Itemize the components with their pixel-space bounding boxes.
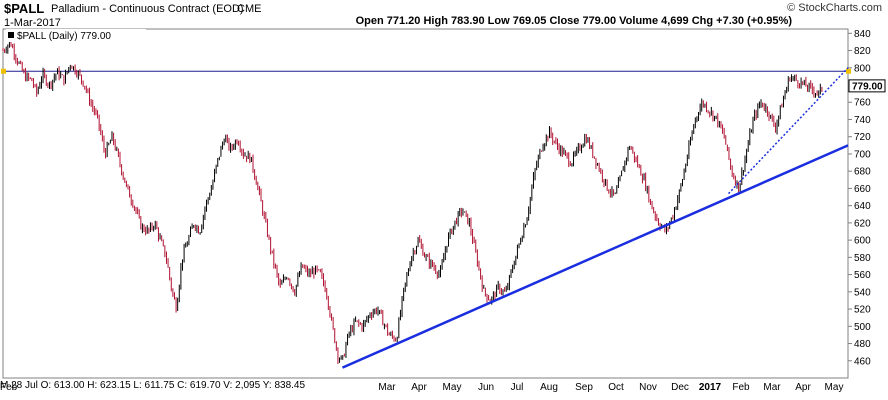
last-value-label: 779.00 (852, 81, 883, 92)
quote-low: Low 769.05 (487, 15, 547, 27)
y-tick-label: 820 (854, 46, 871, 57)
support-trendline (341, 144, 849, 369)
x-tick-label: Mar (763, 382, 781, 393)
level-marker-right (846, 68, 851, 74)
x-tick-label: 2017 (699, 382, 722, 393)
y-tick-label: 560 (854, 270, 871, 281)
quote-summary: Open 771.20 High 783.90 Low 769.05 Close… (356, 15, 792, 27)
x-tick-label: Apr (411, 382, 427, 393)
x-tick-label: Aug (540, 382, 558, 393)
y-tick-label: 740 (854, 115, 871, 126)
plot-area (2, 28, 849, 379)
legend-swatch (8, 32, 14, 38)
legend-box (6, 29, 146, 42)
y-tick-label: 600 (854, 236, 871, 247)
x-tick-label: May (443, 382, 462, 393)
dotted-trendline (727, 67, 849, 195)
y-tick-label: 640 (854, 201, 871, 212)
chart-date: 1-Mar-2017 (4, 17, 61, 29)
y-tick-label: 660 (854, 184, 871, 195)
quote-close: Close 779.00 (549, 15, 617, 27)
chart-header: $PALL Palladium - Continuous Contract (E… (0, 0, 888, 30)
x-tick-label: Feb (732, 382, 750, 393)
y-tick-label: 540 (854, 287, 871, 298)
copyright-label: © StockCharts.com (787, 2, 882, 14)
y-tick-label: 800 (854, 63, 871, 74)
x-tick-label: Jul (511, 382, 524, 393)
last-value-tag (848, 79, 886, 93)
symbol-title: $PALL (4, 1, 45, 16)
level-marker-left (1, 68, 6, 74)
y-tick-label: 840 (854, 29, 871, 40)
x-tick-label: May (825, 382, 844, 393)
y-tick-label: 620 (854, 218, 871, 229)
quote-change: Chg +7.30 (+0.95%) (691, 15, 792, 27)
instrument-name: Palladium - Continuous Contract (EOD) (51, 3, 244, 15)
x-tick-label: Mar (378, 382, 396, 393)
y-tick-label: 680 (854, 167, 871, 178)
y-tick-label: 460 (854, 356, 871, 367)
x-tick-label: Jun (478, 382, 494, 393)
quote-high: High 783.90 (423, 15, 485, 27)
x-tick-label: Dec (671, 382, 689, 393)
hover-readout: M 28 Jul O: 613.00 H: 623.15 L: 611.75 C… (0, 380, 306, 391)
x-tick-label: Oct (608, 382, 624, 393)
y-tick-label: 480 (854, 339, 871, 350)
y-tick-label: 500 (854, 322, 871, 333)
exchange-label: CME (237, 3, 262, 15)
y-tick-label: 760 (854, 98, 871, 109)
quote-volume: Volume 4,699 (619, 15, 689, 27)
y-tick-label: 720 (854, 132, 871, 143)
y-tick-label: 520 (854, 305, 871, 316)
legend-label: $PALL (Daily) 779.00 (17, 31, 111, 42)
y-tick-label: 700 (854, 149, 871, 160)
y-tick-label: 580 (854, 253, 871, 264)
x-tick-label: Apr (795, 382, 811, 393)
x-tick-label: Nov (639, 382, 657, 393)
quote-open: Open 771.20 (355, 15, 421, 27)
x-tick-label: Sep (575, 382, 593, 393)
x-tick-label: Feb (0, 382, 18, 393)
